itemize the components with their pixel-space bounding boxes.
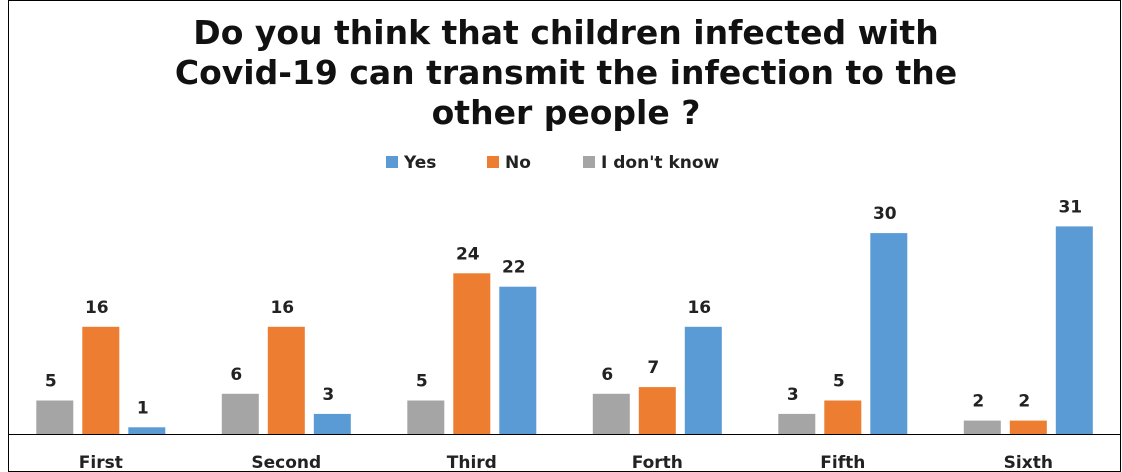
value-label-first-yes: 1 xyxy=(137,398,149,418)
value-label-second-no: 16 xyxy=(270,298,294,318)
value-label-second-i-don-t-know: 6 xyxy=(230,365,242,385)
bar-third-no xyxy=(453,273,491,434)
bar-second-no xyxy=(267,326,305,434)
value-label-sixth-no: 2 xyxy=(1018,392,1030,412)
x-tick-label-fifth: Fifth xyxy=(820,453,865,472)
bar-second-i-don-t-know xyxy=(221,393,259,434)
value-label-third-i-don-t-know: 5 xyxy=(416,372,428,392)
value-label-third-yes: 22 xyxy=(502,258,526,278)
value-label-fifth-yes: 30 xyxy=(873,204,897,224)
x-tick-label-forth: Forth xyxy=(632,453,683,472)
value-label-second-yes: 3 xyxy=(322,385,334,405)
bar-fifth-i-don-t-know xyxy=(778,413,816,434)
bar-fifth-no xyxy=(824,400,862,434)
bar-second-yes xyxy=(313,413,351,434)
legend-swatch-yes xyxy=(386,156,398,168)
x-tick-label-third: Third xyxy=(447,453,497,472)
bar-first-i-don-t-know xyxy=(36,400,74,434)
legend-swatch-no xyxy=(487,156,499,168)
bar-sixth-i-don-t-know xyxy=(963,420,1001,434)
bar-third-i-don-t-know xyxy=(407,400,445,434)
value-label-first-i-don-t-know: 5 xyxy=(45,372,57,392)
bar-forth-i-don-t-know xyxy=(592,393,630,434)
value-label-third-no: 24 xyxy=(456,244,480,264)
bar-first-yes xyxy=(128,427,166,434)
value-label-fifth-i-don-t-know: 3 xyxy=(787,385,799,405)
bar-forth-no xyxy=(638,387,676,434)
value-label-sixth-i-don-t-know: 2 xyxy=(972,392,984,412)
chart-title-line-3: other people ? xyxy=(432,93,701,132)
bar-fifth-yes xyxy=(870,233,908,434)
legend-label-yes: Yes xyxy=(403,153,436,173)
legend-label-dont-know: I don't know xyxy=(601,153,720,173)
value-label-sixth-yes: 31 xyxy=(1058,197,1082,217)
chart-title: Do you think that children infected with… xyxy=(175,13,957,132)
bar-forth-yes xyxy=(684,326,722,434)
value-label-forth-i-don-t-know: 6 xyxy=(601,365,613,385)
value-label-fifth-no: 5 xyxy=(833,372,845,392)
bar-first-no xyxy=(82,326,120,434)
bar-third-yes xyxy=(499,286,537,434)
value-label-forth-yes: 16 xyxy=(687,298,711,318)
chart-legend: Yes No I don't know xyxy=(386,153,720,173)
x-tick-label-second: Second xyxy=(251,453,321,472)
x-tick-label-sixth: Sixth xyxy=(1004,453,1053,472)
bar-sixth-yes xyxy=(1055,226,1093,434)
chart-title-line-2: Covid-19 can transmit the infection to t… xyxy=(175,53,957,92)
x-tick-label-first: First xyxy=(79,453,123,472)
chart-title-line-1: Do you think that children infected with xyxy=(193,13,938,52)
value-label-forth-no: 7 xyxy=(647,358,659,378)
bar-sixth-no xyxy=(1009,420,1047,434)
legend-label-no: No xyxy=(505,153,531,173)
legend-swatch-dont-know xyxy=(583,156,595,168)
value-label-first-no: 16 xyxy=(85,298,109,318)
